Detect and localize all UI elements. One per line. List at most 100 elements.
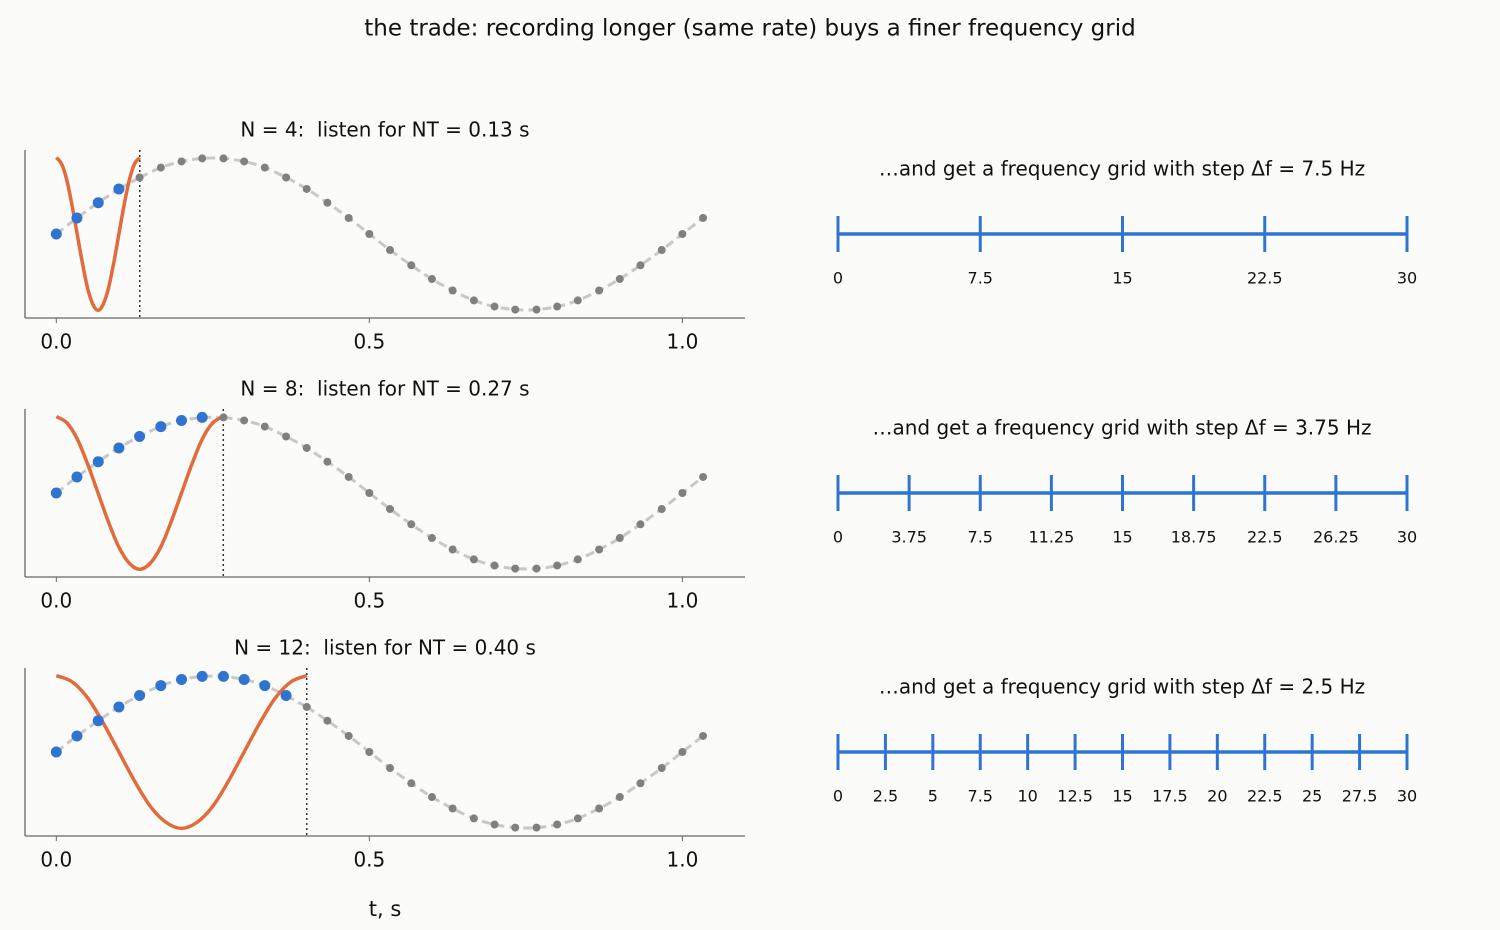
recorded-sample [92, 456, 104, 468]
unrecorded-sample [636, 520, 645, 529]
x-tick-label: 0.5 [353, 848, 385, 872]
unrecorded-sample [678, 748, 687, 756]
unrecorded-sample [323, 716, 332, 725]
unrecorded-sample [219, 413, 228, 422]
window-wave [55, 415, 225, 572]
unrecorded-sample [657, 764, 666, 773]
unrecorded-sample [407, 779, 416, 788]
unrecorded-sample [636, 779, 645, 788]
unrecorded-sample [240, 157, 249, 166]
recorded-sample [176, 414, 188, 426]
recorded-sample [71, 471, 83, 483]
unrecorded-sample [427, 793, 436, 802]
unrecorded-sample [177, 157, 186, 166]
x-tick-label: 0.0 [40, 589, 72, 613]
frequency-tick-label: 18.75 [1171, 528, 1217, 547]
unrecorded-sample [344, 472, 353, 481]
unrecorded-sample [219, 154, 228, 163]
unrecorded-sample [302, 702, 311, 711]
frequency-tick-label: 17.5 [1152, 787, 1188, 806]
unrecorded-sample [427, 534, 436, 543]
unrecorded-sample [302, 443, 311, 452]
x-axis-label: t, s [369, 897, 402, 921]
unrecorded-sample [490, 561, 499, 570]
frequency-tick-label: 30 [1397, 787, 1417, 806]
panel-title: …and get a frequency grid with step Δf =… [879, 157, 1365, 181]
unrecorded-sample [448, 286, 457, 295]
x-tick-label: 1.0 [666, 330, 698, 354]
recorded-sample [71, 730, 83, 742]
unrecorded-sample [469, 555, 478, 564]
recorded-sample [196, 670, 208, 682]
recorded-sample [71, 212, 83, 224]
unrecorded-sample [365, 748, 374, 756]
x-tick-label: 0.5 [353, 330, 385, 354]
unrecorded-sample [532, 564, 541, 573]
recorded-sample [259, 680, 271, 692]
unrecorded-sample [573, 814, 582, 823]
unrecorded-sample [386, 246, 395, 255]
panel-title: N = 4: listen for NT = 0.13 s [240, 118, 529, 142]
unrecorded-sample [532, 305, 541, 314]
unrecorded-sample [198, 154, 207, 163]
recorded-sample [113, 442, 125, 454]
recorded-sample [50, 746, 62, 758]
frequency-tick-label: 5 [928, 787, 938, 806]
frequency-tick-label: 12.5 [1057, 787, 1093, 806]
unrecorded-sample [657, 505, 666, 514]
x-tick-label: 0.5 [353, 589, 385, 613]
frequency-tick-label: 11.25 [1028, 528, 1074, 547]
unrecorded-sample [553, 561, 562, 570]
signal-line [138, 156, 704, 312]
unrecorded-sample [615, 793, 624, 802]
unrecorded-sample [365, 489, 374, 497]
frequency-tick-label: 25 [1302, 787, 1322, 806]
unrecorded-sample [386, 505, 395, 514]
unrecorded-sample [595, 286, 604, 295]
unrecorded-sample [282, 432, 291, 441]
unrecorded-sample [573, 296, 582, 305]
unrecorded-sample [448, 545, 457, 554]
recorded-sample [176, 673, 188, 685]
unrecorded-sample [240, 416, 249, 425]
x-tick-label: 0.0 [40, 848, 72, 872]
recorded-sample [113, 701, 125, 713]
frequency-tick-label: 22.5 [1247, 528, 1283, 547]
unrecorded-sample [260, 163, 269, 172]
unrecorded-sample [573, 555, 582, 564]
frequency-tick-label: 20 [1207, 787, 1227, 806]
unrecorded-sample [636, 261, 645, 270]
frequency-tick-label: 15 [1112, 269, 1132, 288]
unrecorded-sample [699, 731, 708, 740]
recorded-sample [155, 680, 167, 692]
unrecorded-sample [282, 173, 291, 182]
frequency-tick-label: 0 [833, 787, 843, 806]
frequency-tick-label: 0 [833, 269, 843, 288]
unrecorded-sample [532, 823, 541, 832]
recorded-sample [280, 689, 292, 701]
unrecorded-sample [699, 213, 708, 222]
unrecorded-sample [448, 804, 457, 813]
recorded-sample [50, 228, 62, 240]
frequency-tick-label: 22.5 [1247, 269, 1283, 288]
unrecorded-sample [615, 534, 624, 543]
unrecorded-sample [511, 564, 520, 573]
unrecorded-sample [595, 804, 604, 813]
figure-title: the trade: recording longer (same rate) … [364, 16, 1135, 42]
unrecorded-sample [490, 302, 499, 311]
frequency-tick-label: 27.5 [1342, 787, 1378, 806]
unrecorded-sample [260, 422, 269, 431]
unrecorded-sample [511, 823, 520, 832]
recorded-sample [155, 421, 167, 433]
unrecorded-sample [407, 520, 416, 529]
unrecorded-sample [469, 814, 478, 823]
unrecorded-sample [490, 820, 499, 829]
unrecorded-sample [553, 820, 562, 829]
x-tick-label: 0.0 [40, 330, 72, 354]
unrecorded-sample [595, 545, 604, 554]
recorded-sample [50, 487, 62, 499]
frequency-tick-label: 30 [1397, 269, 1417, 288]
recorded-sample [92, 197, 104, 209]
panel-title: N = 12: listen for NT = 0.40 s [234, 636, 536, 660]
